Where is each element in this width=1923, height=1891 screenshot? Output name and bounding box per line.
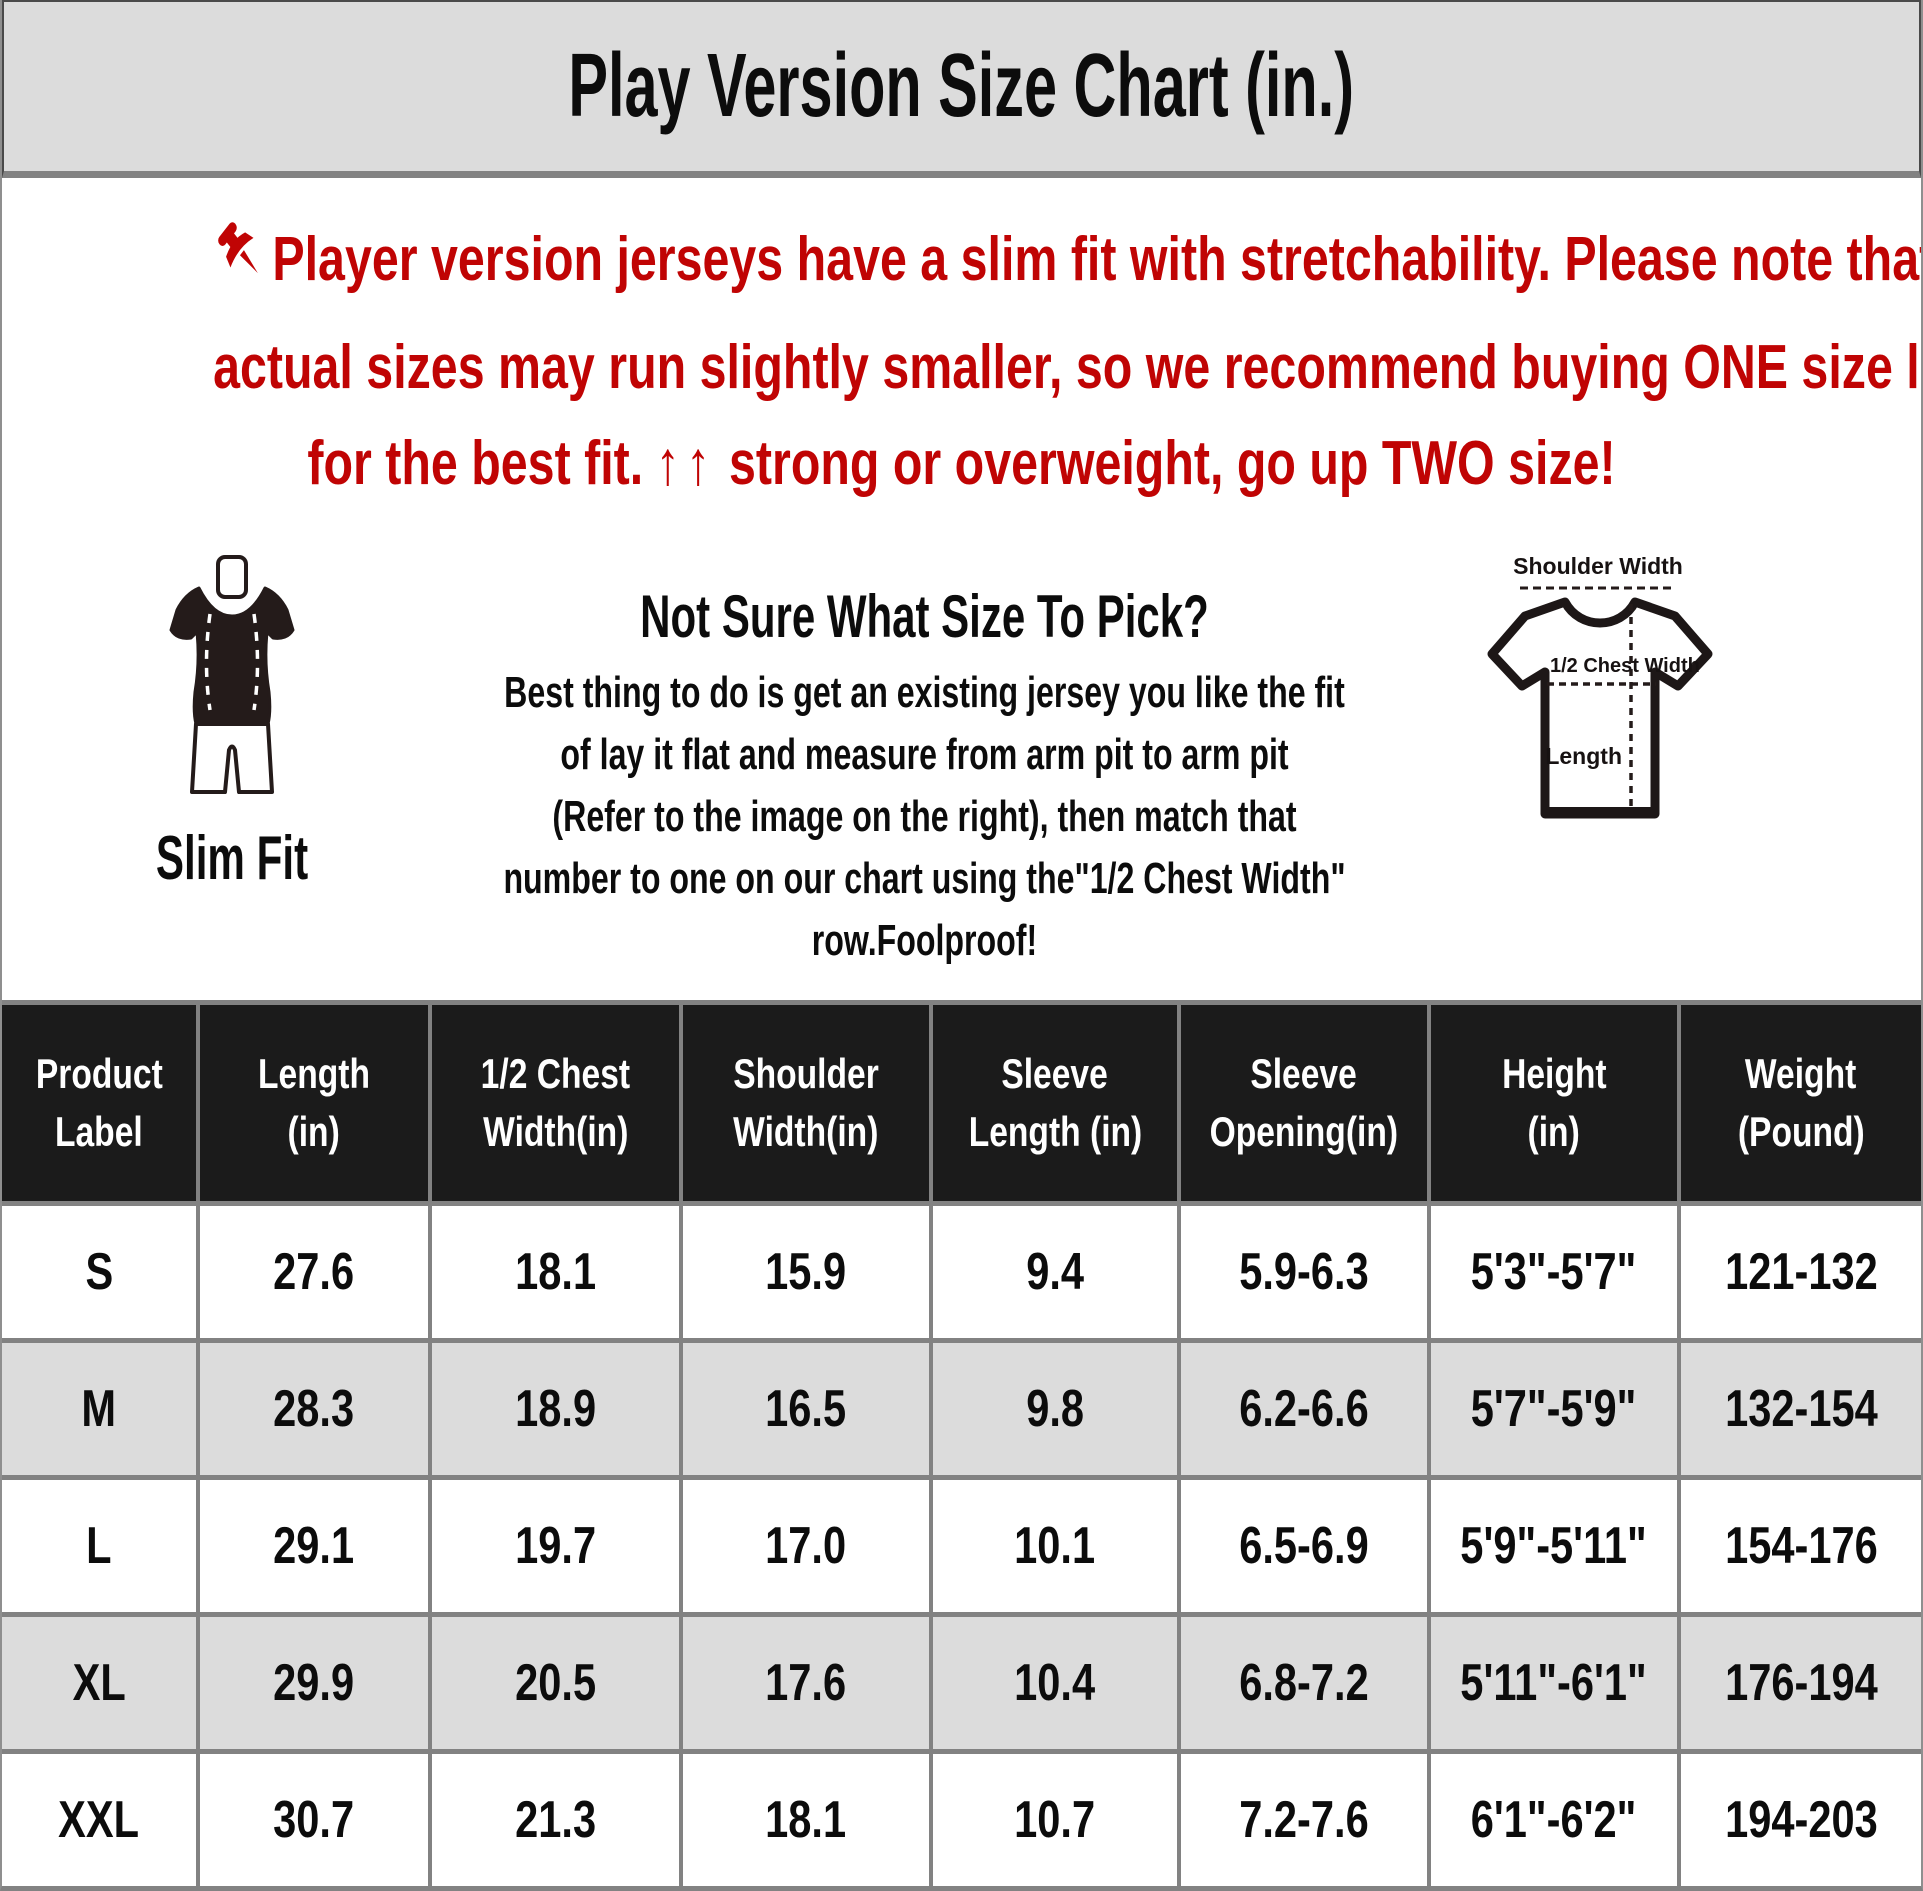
size-cell: 10.1 <box>933 1480 1177 1612</box>
size-cell: 16.5 <box>683 1343 929 1475</box>
size-cell: 29.1 <box>200 1480 428 1612</box>
size-cell: 10.4 <box>933 1617 1177 1749</box>
size-help: Not Sure What Size To Pick? Best thing t… <box>347 584 1502 972</box>
tshirt-measure-diagram: Shoulder Width 1/2 Chest Width Length <box>1470 552 1730 859</box>
size-cell: 6.8-7.2 <box>1181 1617 1427 1749</box>
size-help-text: Best thing to do is get an existing jers… <box>347 662 1502 972</box>
size-cell: 6'1"-6'2" <box>1431 1754 1677 1886</box>
slim-fit-icon <box>147 555 317 806</box>
notice-line-3: for the best fit. ↑↑ strong or overweight,… <box>213 416 1710 512</box>
column-header-height: Height (in) <box>1431 1005 1677 1201</box>
size-cell: 194-203 <box>1681 1754 1921 1886</box>
size-cell: 19.7 <box>432 1480 679 1612</box>
size-help-line: (Refer to the image on the right), then … <box>552 792 1297 841</box>
size-label-cell: XL <box>2 1617 196 1749</box>
size-cell: 30.7 <box>200 1754 428 1886</box>
size-help-line: Best thing to do is get an existing jers… <box>504 668 1345 717</box>
size-cell: 6.2-6.6 <box>1181 1343 1427 1475</box>
column-header-sleeve-opening: Sleeve Opening(in) <box>1181 1005 1427 1201</box>
size-cell: 15.9 <box>683 1206 929 1338</box>
size-cell: 5'11"-6'1" <box>1431 1617 1677 1749</box>
shoulder-width-label: Shoulder Width <box>1513 553 1683 579</box>
size-help-line: number to one on our chart using the"1/2… <box>503 854 1346 903</box>
size-cell: 21.3 <box>432 1754 679 1886</box>
size-label-cell: L <box>2 1480 196 1612</box>
page-title: Play Version Size Chart (in.) <box>568 36 1355 136</box>
size-cell: 5'7"-5'9" <box>1431 1343 1677 1475</box>
size-cell: 17.6 <box>683 1617 929 1749</box>
size-cell: 176-194 <box>1681 1617 1921 1749</box>
size-cell: 5'3"-5'7" <box>1431 1206 1677 1338</box>
slim-fit-figure: Slim Fit <box>120 552 344 894</box>
size-cell: 9.4 <box>933 1206 1177 1338</box>
size-cell: 28.3 <box>200 1343 428 1475</box>
size-cell: 10.7 <box>933 1754 1177 1886</box>
size-cell: 5.9-6.3 <box>1181 1206 1427 1338</box>
notice-text-2: actual sizes may run slightly smaller, s… <box>213 333 1923 402</box>
pushpin-icon <box>213 220 269 320</box>
size-help-heading: Not Sure What Size To Pick? <box>640 583 1209 650</box>
size-cell: 17.0 <box>683 1480 929 1612</box>
size-cell: 6.5-6.9 <box>1181 1480 1427 1612</box>
size-cell: 5'9"-5'11" <box>1431 1480 1677 1612</box>
size-cell: 132-154 <box>1681 1343 1921 1475</box>
size-label-cell: M <box>2 1343 196 1475</box>
up-arrows: ↑↑ <box>655 429 717 498</box>
column-header-product-label: Product Label <box>2 1005 196 1201</box>
size-cell: 7.2-7.6 <box>1181 1754 1427 1886</box>
notice-line-1: Player version jerseys have a slim fit w… <box>213 212 1921 320</box>
notice-text-1: Player version jerseys have a slim fit w… <box>272 225 1923 294</box>
size-cell: 18.1 <box>683 1754 929 1886</box>
column-header-sleeve-length: Sleeve Length (in) <box>933 1005 1177 1201</box>
column-header-length: Length (in) <box>200 1005 428 1201</box>
size-cell: 27.6 <box>200 1206 428 1338</box>
slim-fit-label: Slim Fit <box>155 824 309 893</box>
size-cell: 20.5 <box>432 1617 679 1749</box>
chest-width-label: 1/2 Chest Width <box>1550 655 1700 677</box>
size-cell: 121-132 <box>1681 1206 1921 1338</box>
column-header-half-chest-width: 1/2 Chest Width(in) <box>432 1005 679 1201</box>
column-header-weight: Weight (Pound) <box>1681 1005 1921 1201</box>
column-header-shoulder-width: Shoulder Width(in) <box>683 1005 929 1201</box>
size-cell: 9.8 <box>933 1343 1177 1475</box>
notice-text-3b: strong or overweight, go up TWO size! <box>729 429 1616 498</box>
size-help-line: of lay it flat and measure from arm pit … <box>560 730 1289 779</box>
fit-notice: Player version jerseys have a slim fit w… <box>2 178 1921 512</box>
size-cell: 29.9 <box>200 1617 428 1749</box>
size-label-cell: S <box>2 1206 196 1338</box>
size-cell: 18.9 <box>432 1343 679 1475</box>
size-help-line: row.Foolproof! <box>811 916 1038 965</box>
notice-line-2: actual sizes may run slightly smaller, s… <box>213 320 1921 416</box>
title-bar: Play Version Size Chart (in.) <box>2 0 1921 178</box>
size-label-cell: XXL <box>2 1754 196 1886</box>
tshirt-diagram-icon: Shoulder Width 1/2 Chest Width Length <box>1487 553 1713 819</box>
notice-text-3a: for the best fit. <box>307 429 644 498</box>
size-cell: 154-176 <box>1681 1480 1921 1612</box>
size-table: Product Label Length (in) 1/2 Chest Width(i… <box>2 1000 1921 1886</box>
size-cell: 18.1 <box>432 1206 679 1338</box>
length-label: Length <box>1545 743 1622 769</box>
